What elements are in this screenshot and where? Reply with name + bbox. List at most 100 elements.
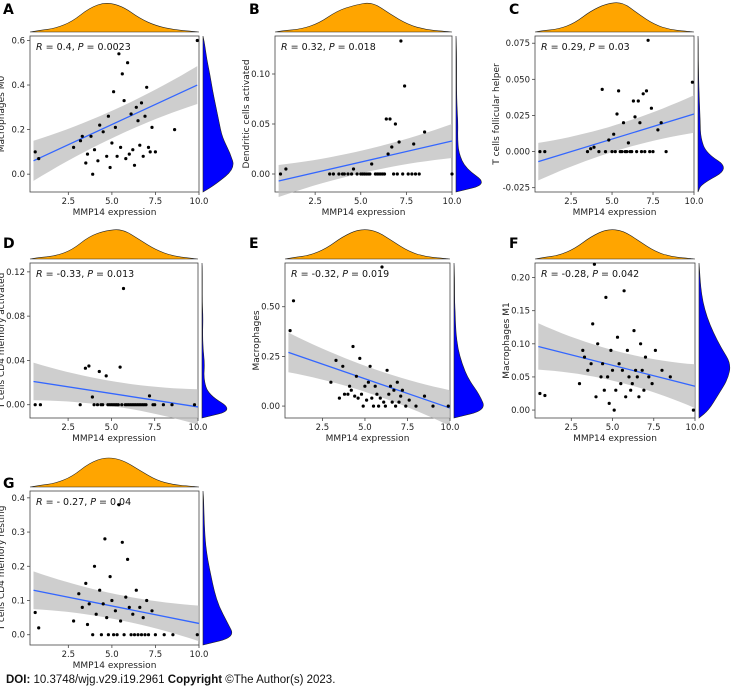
regression-line [538,113,695,163]
annotation-value: = 0.0023 [84,42,131,53]
data-point [108,165,112,170]
x-tick-label: 2.5 [316,423,330,433]
regression-line [33,380,199,408]
x-tick-label: 10.0 [443,197,462,207]
data-point [614,388,618,392]
confidence-band [288,332,450,426]
data-point [399,394,403,398]
panel-f: F R = -0.28, P = 0.042 2.5 5.0 7.5 10.0 0.00 0.… [502,229,731,444]
data-point [337,396,341,400]
x-tick-label: 7.5 [149,650,163,660]
y-density-area [453,262,484,419]
x-density-area [284,229,451,260]
data-point [392,388,396,392]
data-point [120,540,124,544]
data-point [162,633,166,637]
data-point [101,602,105,606]
data-point [146,633,151,637]
data-point [101,403,105,407]
data-point [631,99,636,103]
data-point [601,362,605,366]
y-tick-label: 0.25 [261,352,280,362]
data-point [431,404,435,408]
annotation-value: = 0.03 [595,42,630,53]
annotation-symbol: R [36,497,43,508]
data-point [613,150,617,154]
data-point [577,382,582,386]
data-point [110,141,114,145]
data-point [388,384,393,388]
data-point [101,130,105,134]
data-point [72,145,76,149]
y-tick-label: 0.000 [506,148,530,158]
data-point [112,90,116,94]
data-point [629,388,633,392]
y-tick-label: 0.12 [6,268,25,278]
data-point [117,503,121,507]
data-point [368,364,372,368]
data-point [617,89,621,93]
data-point [33,403,37,407]
data-point [397,140,401,144]
data-point [348,384,352,388]
data-point [122,633,126,637]
data-point [78,403,82,407]
data-point [291,299,296,303]
y-tick-label: 0.15 [511,307,530,317]
x-axis-label: MMP14 expression [73,208,157,218]
data-point [393,122,397,126]
data-point [331,172,335,176]
data-point [619,382,623,386]
x-tick-label: 5.0 [105,197,119,207]
doi-value: 10.3748/wjg.v29.i19.2961 [33,674,165,686]
y-axis-label: T cells CD4 memory activated [0,273,7,410]
data-point [131,148,135,152]
data-point [615,335,620,339]
data-point [648,150,652,154]
x-tick-label: 10.0 [190,197,209,207]
data-point [397,400,401,404]
data-point [113,609,117,613]
data-point [119,619,123,623]
data-point [664,150,668,154]
data-point [625,150,629,154]
y-tick-label: 0.075 [506,39,530,49]
data-point [112,633,116,637]
data-point [592,145,596,149]
x-density-area [29,3,200,33]
data-point [622,289,626,293]
x-tick-label: 7.5 [148,423,162,433]
x-tick-label: 7.5 [647,423,661,433]
data-point [390,145,394,149]
panel-d: D R = -0.33, P = 0.013 2.5 5.0 7.5 10.0 0.00 0.… [0,229,228,444]
y-tick-label: 0.050 [506,75,530,85]
x-tick-label: 2.5 [308,197,322,207]
x-tick-label: 10.0 [189,423,208,433]
regression-line [33,84,198,162]
data-point [383,404,387,408]
data-point [422,394,427,398]
y-tick-label: 0.2 [11,126,25,136]
data-point [630,150,634,154]
data-point [597,150,601,154]
data-point [355,172,359,176]
data-point [91,633,95,637]
data-point [146,145,151,149]
data-point [351,167,356,171]
y-axis-label: Macrophages M0 [0,76,7,153]
y-tick-label: 0.0 [11,631,25,641]
data-point [615,112,619,116]
x-tick-label: 2.5 [564,197,578,207]
data-point [98,588,102,592]
data-point [171,633,175,637]
y-tick-label: 0.6 [11,36,25,46]
data-point [94,612,98,616]
data-point [624,395,628,399]
data-point [382,400,386,404]
annotation-value: = 0.32, [288,42,329,53]
annotation-value: = - 0.27, [43,497,91,508]
data-point [77,592,81,596]
data-point [603,150,608,154]
data-point [659,121,663,125]
